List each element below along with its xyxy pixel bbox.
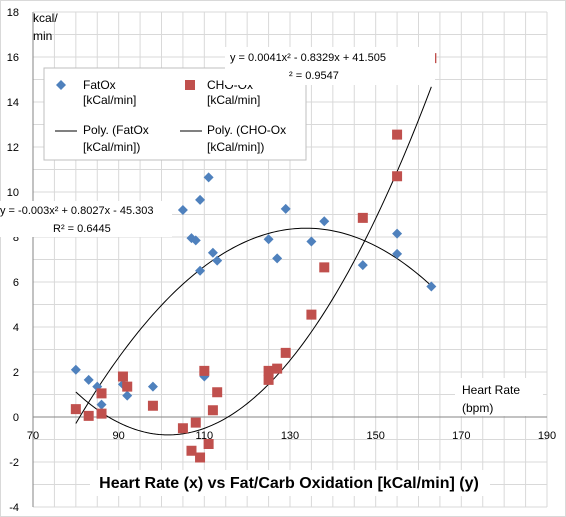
trendline-fatox (75, 227, 432, 424)
trendlines (75, 86, 432, 436)
y-tick-label: 12 (7, 142, 19, 154)
x-tick-label: 150 (366, 430, 384, 442)
legend-fatox-line-1: FatOx (83, 78, 116, 92)
fatox-point (280, 203, 291, 214)
fatox-equation-box (0, 201, 172, 237)
y-tick-label: -2 (9, 457, 19, 469)
x-tick-label: 90 (113, 430, 125, 442)
cho-r2: ² = 0.9547 (289, 70, 339, 82)
axes (32, 12, 547, 507)
y-axis-title-line-1: kcal/ (33, 11, 58, 25)
y-tick-label: 4 (13, 322, 19, 334)
choox-point (280, 347, 291, 358)
x-tick-labels: 70 90 110 130 150 170 190 (27, 430, 556, 442)
fatox-point (122, 390, 133, 401)
y-tick-label: 6 (13, 277, 19, 289)
y-tick-labels: -4 -2 0 2 4 6 8 10 12 14 16 18 (7, 7, 19, 514)
chart-title-box (90, 470, 490, 496)
choox-point (147, 400, 158, 411)
choox-point (83, 410, 94, 421)
fatox-point (207, 247, 218, 258)
choox-point (96, 408, 107, 419)
choox-point (177, 423, 188, 434)
chart-title: Heart Rate (x) vs Fat/Carb Oxidation [kC… (99, 475, 479, 492)
fatox-point (195, 194, 206, 205)
x-tick-label: 190 (538, 430, 556, 442)
y-tick-label: 0 (13, 412, 19, 424)
legend-poly-choox-line-2: [kCal/min]) (207, 140, 264, 154)
choox-point (186, 445, 197, 456)
fatox-point (177, 205, 188, 215)
y-tick-label: -4 (9, 502, 19, 514)
legend-poly-choox-line-1: Poly. (CHO-Ox (207, 123, 286, 137)
choox-point (117, 371, 128, 382)
fatox-point (195, 265, 206, 276)
fatox-point (263, 234, 274, 245)
fatox-point (392, 228, 403, 239)
choox-point (263, 365, 274, 376)
legend-poly-fatox-line-2: [kCal/min]) (83, 140, 140, 154)
legend-fatox-line-2: [kCal/min] (83, 93, 136, 107)
y-axis-title-line-2: min (33, 29, 52, 43)
choox-point (70, 404, 81, 415)
fatox-point (147, 381, 158, 392)
data-points (70, 53, 437, 463)
fatox-point (212, 255, 223, 266)
choox-point (392, 129, 403, 140)
fatox-point (319, 216, 330, 227)
legend-square-marker (185, 80, 195, 90)
fatox-point (70, 364, 81, 375)
fatox-point (190, 235, 201, 246)
legend-choox-line-2: [kCal/min] (207, 93, 260, 107)
choox-point (207, 405, 218, 416)
choox-point (199, 365, 210, 376)
fatox-point (83, 374, 94, 385)
y-tick-label: 14 (7, 97, 19, 109)
fatox-point (203, 172, 214, 183)
fatox-point (96, 399, 107, 410)
fatox-r2: R² = 0.6445 (53, 223, 111, 235)
choox-point (272, 363, 283, 374)
fatox-point (272, 253, 283, 264)
choox-point (357, 212, 368, 223)
y-tick-label: 18 (7, 7, 19, 19)
choox-point (306, 309, 317, 320)
choox-point (96, 388, 107, 399)
x-tick-label: 130 (281, 430, 299, 442)
trendline-choox (75, 86, 432, 436)
y-tick-label: 8 (13, 232, 19, 244)
x-axis-title-line-2: (bpm) (462, 401, 493, 415)
choox-point (212, 387, 223, 398)
legend-diamond-marker (56, 80, 66, 90)
x-axis-title-box (455, 378, 543, 416)
choox-point (195, 452, 206, 463)
choox-point (263, 374, 274, 385)
y-tick-label: 2 (13, 367, 19, 379)
fatox-point (306, 236, 317, 247)
fatox-point (426, 281, 437, 292)
x-axis-title-line-1: Heart Rate (462, 383, 520, 397)
choox-point (392, 171, 403, 182)
choox-point (190, 417, 201, 428)
legend-poly-fatox-line-1: Poly. (FatOx (83, 123, 149, 137)
choox-point (319, 262, 330, 273)
x-tick-label: 70 (27, 430, 39, 442)
cho-equation-box (225, 47, 435, 85)
y-tick-label: 10 (7, 187, 19, 199)
y-tick-label: 16 (7, 52, 19, 64)
choox-point (122, 381, 133, 392)
cho-equation: y = 0.0041x² - 0.8329x + 41.505 (230, 52, 386, 64)
fatox-point (357, 260, 368, 271)
fatox-point (392, 248, 403, 259)
x-tick-label: 170 (452, 430, 470, 442)
choox-point (203, 439, 214, 449)
fatox-equation: y = -0.003x² + 0.8027x - 45.303 (0, 205, 154, 217)
